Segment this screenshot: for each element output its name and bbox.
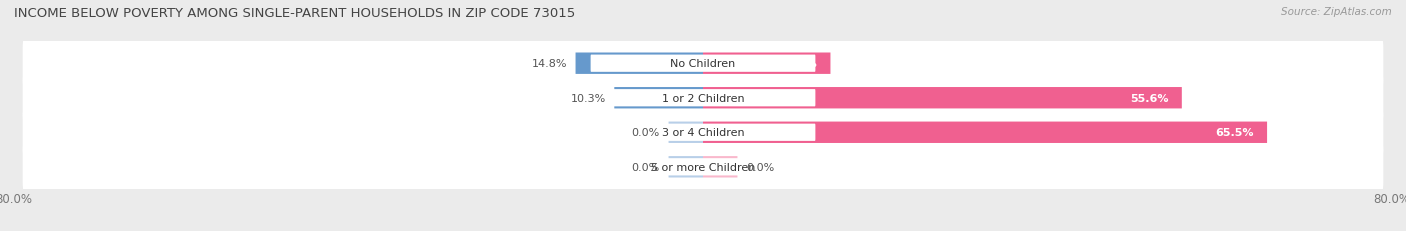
FancyBboxPatch shape	[591, 55, 815, 73]
Text: 0.0%: 0.0%	[631, 162, 659, 172]
FancyBboxPatch shape	[591, 90, 815, 107]
Text: No Children: No Children	[671, 59, 735, 69]
FancyBboxPatch shape	[614, 88, 703, 109]
FancyBboxPatch shape	[703, 88, 1182, 109]
FancyBboxPatch shape	[22, 101, 1384, 164]
Text: 5 or more Children: 5 or more Children	[651, 162, 755, 172]
FancyBboxPatch shape	[591, 124, 815, 141]
FancyBboxPatch shape	[669, 122, 703, 143]
FancyBboxPatch shape	[703, 156, 738, 178]
Text: 55.6%: 55.6%	[1130, 93, 1168, 103]
FancyBboxPatch shape	[669, 156, 703, 178]
FancyBboxPatch shape	[22, 136, 1384, 198]
Text: INCOME BELOW POVERTY AMONG SINGLE-PARENT HOUSEHOLDS IN ZIP CODE 73015: INCOME BELOW POVERTY AMONG SINGLE-PARENT…	[14, 7, 575, 20]
Text: 3 or 4 Children: 3 or 4 Children	[662, 128, 744, 138]
Text: 14.8%: 14.8%	[779, 59, 817, 69]
Text: 1 or 2 Children: 1 or 2 Children	[662, 93, 744, 103]
FancyBboxPatch shape	[575, 53, 703, 75]
Text: 0.0%: 0.0%	[747, 162, 775, 172]
FancyBboxPatch shape	[22, 33, 1384, 95]
FancyBboxPatch shape	[703, 53, 831, 75]
FancyBboxPatch shape	[591, 158, 815, 176]
FancyBboxPatch shape	[703, 122, 1267, 143]
Text: 0.0%: 0.0%	[631, 128, 659, 138]
Text: Source: ZipAtlas.com: Source: ZipAtlas.com	[1281, 7, 1392, 17]
Text: 10.3%: 10.3%	[571, 93, 606, 103]
Text: 65.5%: 65.5%	[1216, 128, 1254, 138]
FancyBboxPatch shape	[22, 67, 1384, 130]
Text: 14.8%: 14.8%	[531, 59, 567, 69]
